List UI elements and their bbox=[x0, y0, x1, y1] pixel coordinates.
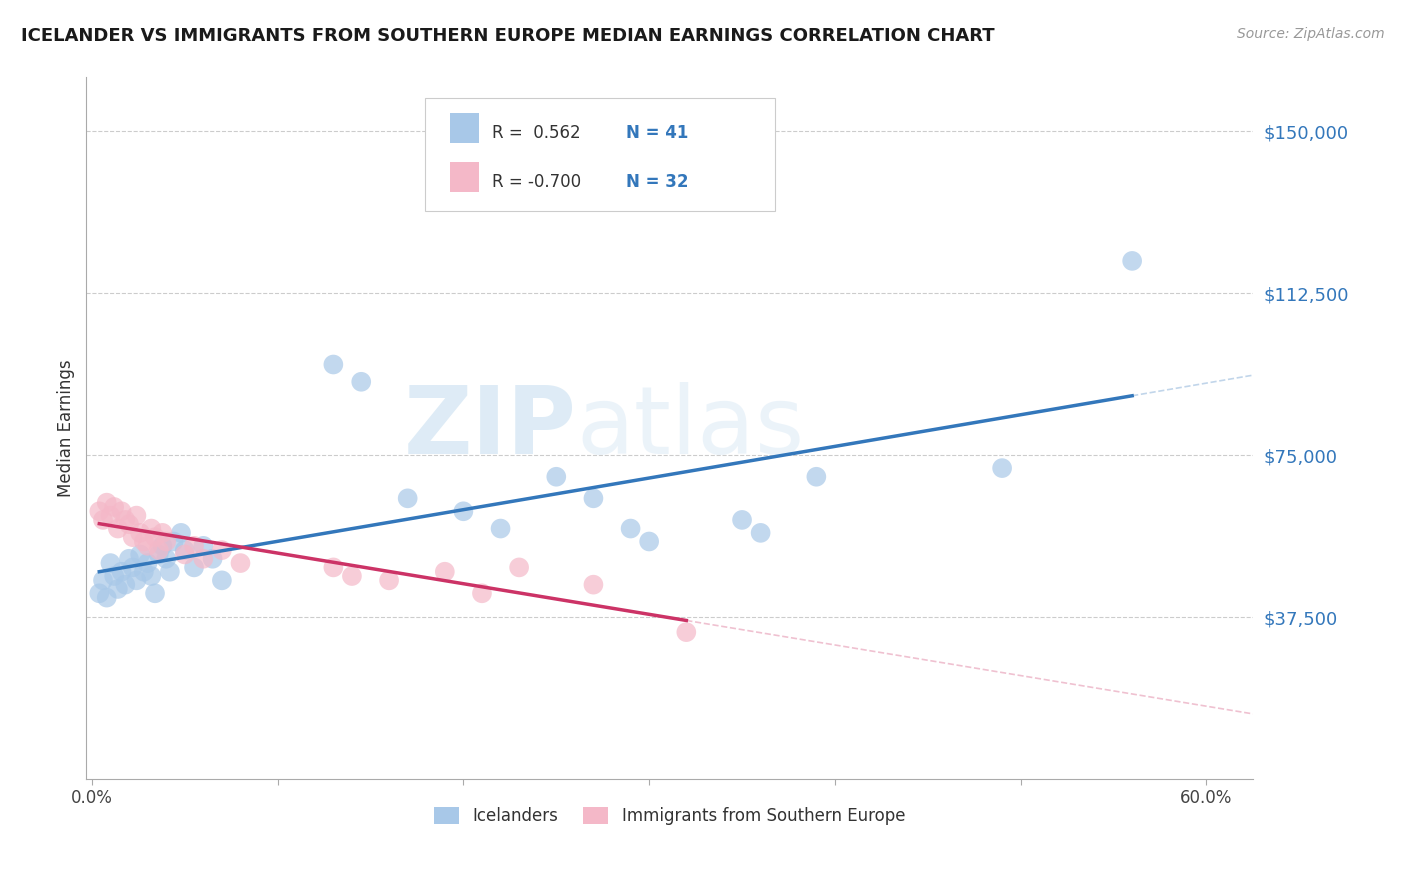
Point bbox=[211, 543, 233, 558]
Point bbox=[340, 569, 363, 583]
Point bbox=[201, 551, 224, 566]
Point bbox=[159, 565, 181, 579]
Text: N = 32: N = 32 bbox=[627, 173, 689, 191]
Point bbox=[100, 508, 122, 523]
Point bbox=[350, 375, 373, 389]
Text: N = 41: N = 41 bbox=[627, 124, 689, 142]
Point bbox=[129, 548, 152, 562]
Point bbox=[471, 586, 494, 600]
Text: ICELANDER VS IMMIGRANTS FROM SOUTHERN EUROPE MEDIAN EARNINGS CORRELATION CHART: ICELANDER VS IMMIGRANTS FROM SOUTHERN EU… bbox=[21, 27, 994, 45]
Point bbox=[107, 582, 129, 596]
Point bbox=[136, 539, 159, 553]
Point bbox=[173, 543, 195, 558]
Point bbox=[229, 556, 252, 570]
Point bbox=[155, 534, 177, 549]
Point bbox=[118, 517, 141, 532]
Point bbox=[508, 560, 530, 574]
Text: Source: ZipAtlas.com: Source: ZipAtlas.com bbox=[1237, 27, 1385, 41]
Point bbox=[991, 461, 1014, 475]
Point bbox=[152, 539, 174, 553]
Point bbox=[125, 508, 148, 523]
Point bbox=[96, 591, 118, 605]
Point bbox=[141, 569, 163, 583]
Point bbox=[100, 556, 122, 570]
Point bbox=[110, 565, 132, 579]
FancyBboxPatch shape bbox=[425, 98, 775, 211]
Point bbox=[132, 534, 155, 549]
Point bbox=[103, 569, 125, 583]
Point bbox=[141, 522, 163, 536]
Point bbox=[125, 574, 148, 588]
Point bbox=[211, 574, 233, 588]
Point bbox=[148, 548, 170, 562]
Point bbox=[91, 574, 114, 588]
Point bbox=[89, 586, 111, 600]
Point bbox=[155, 551, 177, 566]
Point bbox=[322, 358, 344, 372]
Point bbox=[619, 522, 641, 536]
Point bbox=[110, 504, 132, 518]
Point bbox=[170, 525, 193, 540]
Point bbox=[582, 491, 605, 506]
Text: R = -0.700: R = -0.700 bbox=[492, 173, 582, 191]
Point bbox=[89, 504, 111, 518]
FancyBboxPatch shape bbox=[450, 162, 479, 192]
Point bbox=[143, 586, 166, 600]
Point bbox=[121, 530, 143, 544]
Point bbox=[322, 560, 344, 574]
Point bbox=[731, 513, 754, 527]
Point bbox=[118, 551, 141, 566]
Point bbox=[96, 496, 118, 510]
Point bbox=[546, 469, 568, 483]
Point bbox=[114, 577, 136, 591]
Point bbox=[638, 534, 661, 549]
Text: ZIP: ZIP bbox=[404, 382, 576, 475]
Point bbox=[675, 625, 697, 640]
Point bbox=[489, 522, 512, 536]
Point bbox=[121, 560, 143, 574]
Point bbox=[148, 543, 170, 558]
Point bbox=[91, 513, 114, 527]
Point bbox=[806, 469, 828, 483]
Point bbox=[433, 565, 456, 579]
FancyBboxPatch shape bbox=[450, 113, 479, 143]
Point bbox=[152, 525, 174, 540]
Point bbox=[183, 539, 205, 553]
Text: R =  0.562: R = 0.562 bbox=[492, 124, 581, 142]
Point bbox=[183, 560, 205, 574]
Point bbox=[173, 548, 195, 562]
Point bbox=[143, 530, 166, 544]
Point bbox=[378, 574, 401, 588]
Point bbox=[107, 522, 129, 536]
Text: atlas: atlas bbox=[576, 382, 804, 475]
Point bbox=[132, 565, 155, 579]
Point bbox=[749, 525, 772, 540]
Point bbox=[114, 513, 136, 527]
Point bbox=[193, 551, 215, 566]
Point bbox=[193, 539, 215, 553]
Point bbox=[129, 525, 152, 540]
Point bbox=[582, 577, 605, 591]
Point bbox=[396, 491, 419, 506]
Point bbox=[136, 556, 159, 570]
Point bbox=[453, 504, 475, 518]
Legend: Icelanders, Immigrants from Southern Europe: Icelanders, Immigrants from Southern Eur… bbox=[426, 799, 914, 834]
Point bbox=[103, 500, 125, 514]
Point bbox=[162, 534, 184, 549]
Y-axis label: Median Earnings: Median Earnings bbox=[58, 359, 75, 497]
Point bbox=[1121, 253, 1143, 268]
